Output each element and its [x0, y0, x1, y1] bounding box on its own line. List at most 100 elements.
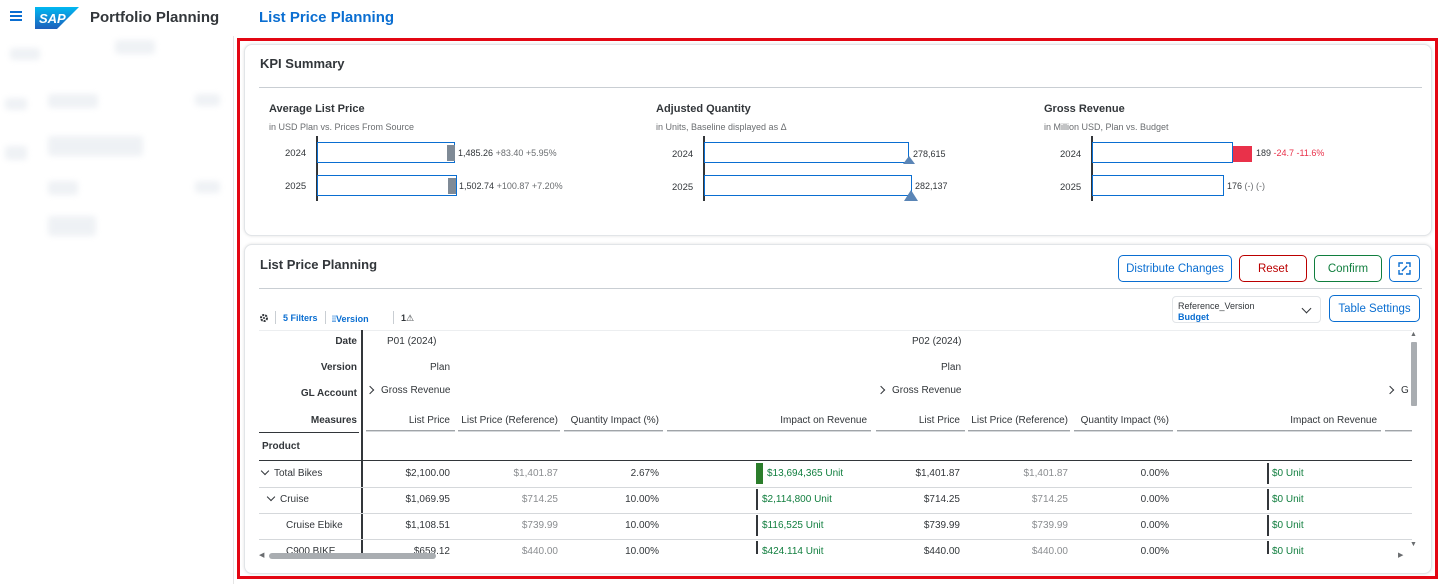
reset-button[interactable]: Reset	[1239, 255, 1307, 282]
period-version: Plan	[941, 362, 962, 373]
cell-impact-on-revenue: $13,694,365 Unit	[767, 468, 844, 479]
measure-header-list-price-reference[interactable]: List Price (Reference)	[461, 415, 558, 426]
baseline-triangle-icon	[903, 156, 915, 164]
gl-account-gross-revenue[interactable]: G	[1385, 385, 1409, 396]
cell-list-price[interactable]: $2,100.00	[405, 468, 451, 479]
impact-bar	[756, 541, 758, 554]
period-date: P01 (2024)	[387, 336, 437, 347]
period-date: P02 (2024)	[912, 336, 962, 347]
settings-icon[interactable]	[259, 313, 269, 323]
cell-quantity-impact[interactable]: 0.00%	[1140, 468, 1169, 479]
kpi-year-label: 2025	[285, 181, 307, 192]
product-cruise-ebike[interactable]: Cruise Ebike	[286, 520, 343, 531]
kpi-negative-variance	[1233, 146, 1252, 162]
kpi-adjusted-quantity[interactable]: Adjusted Quantity in Units, Baseline dis…	[656, 103, 1016, 213]
gl-account-gross-revenue[interactable]: Gross Revenue	[876, 385, 961, 396]
kpi-year-label: 2024	[672, 149, 694, 160]
kpi-axis	[1091, 136, 1093, 201]
row-header-gl-account: GL Account	[300, 388, 357, 399]
reference-version-select[interactable]: Reference_Version Budget	[1172, 296, 1321, 323]
shell-bar: SAP Portfolio Planning List Price Planni…	[0, 0, 1440, 36]
sap-logo[interactable]: SAP	[35, 7, 79, 29]
cell-quantity-impact[interactable]: 0.00%	[1140, 494, 1169, 505]
impact-bar	[1267, 489, 1269, 510]
select-value: Budget	[1178, 312, 1209, 322]
cell-list-price-reference: $714.25	[521, 494, 558, 505]
scroll-down-arrow[interactable]: ▼	[1410, 541, 1417, 548]
cell-list-price-reference: $440.00	[521, 546, 558, 554]
kpi-name: Adjusted Quantity	[656, 103, 751, 115]
cell-quantity-impact[interactable]: 2.67%	[630, 468, 659, 479]
kpi-bar-2024	[1092, 142, 1233, 163]
app-title[interactable]: Portfolio Planning	[90, 9, 220, 26]
cell-list-price[interactable]: $714.25	[923, 494, 960, 505]
kpi-axis	[316, 136, 318, 201]
cell-quantity-impact[interactable]: 10.00%	[625, 546, 659, 554]
cell-list-price-reference: $739.99	[1031, 520, 1068, 531]
cell-quantity-impact[interactable]: 0.00%	[1140, 520, 1169, 531]
svg-text:SAP: SAP	[39, 11, 66, 26]
cell-list-price[interactable]: $440.00	[923, 546, 960, 554]
fullscreen-button[interactable]	[1389, 255, 1420, 282]
product-total-bikes[interactable]: Total Bikes	[260, 466, 322, 479]
cell-list-price-reference: $440.00	[1031, 546, 1068, 554]
measure-header-list-price[interactable]: List Price	[408, 415, 450, 426]
kpi-gross-revenue[interactable]: Gross Revenue in Million USD, Plan vs. B…	[1044, 103, 1404, 213]
planning-table[interactable]: Date Version GL Account Measures Product…	[259, 330, 1412, 554]
kpi-axis	[703, 136, 705, 201]
measure-header-quantity-impact[interactable]: Quantity Impact (%)	[1080, 415, 1169, 426]
measure-header-quantity-impact[interactable]: Quantity Impact (%)	[570, 415, 659, 426]
measure-header-impact-on-revenue[interactable]: Impact on Revenue	[780, 415, 867, 426]
cell-list-price[interactable]: $659.12	[413, 546, 450, 554]
cell-quantity-impact[interactable]: 10.00%	[625, 494, 659, 505]
impact-bar	[756, 515, 758, 536]
scroll-right-arrow[interactable]: ▶	[1398, 552, 1404, 559]
row-header-version: Version	[320, 362, 357, 373]
cell-quantity-impact[interactable]: 10.00%	[625, 520, 659, 531]
measure-header-impact-on-revenue[interactable]: Impact on Revenue	[1290, 415, 1377, 426]
kpi-subtitle: in Million USD, Plan vs. Budget	[1044, 122, 1169, 132]
table-settings-button[interactable]: Table Settings	[1329, 295, 1420, 322]
cell-list-price[interactable]: $1,401.87	[915, 468, 961, 479]
cell-quantity-impact[interactable]: 0.00%	[1140, 546, 1169, 554]
row-header-product: Product	[262, 441, 300, 452]
cell-list-price[interactable]: $1,069.95	[405, 494, 451, 505]
cell-impact-on-revenue: $0 Unit	[1272, 546, 1304, 554]
kpi-value-2024: 1,485.26 +83.40 +5.95%	[458, 148, 557, 158]
cell-list-price[interactable]: $1,108.51	[405, 520, 451, 531]
product-c900-bike[interactable]: C900 BIKE	[286, 546, 336, 554]
product-cruise[interactable]: Cruise	[266, 492, 309, 505]
cell-list-price-reference: $714.25	[1031, 494, 1068, 505]
warnings-indicator[interactable]: 1⚠	[401, 313, 415, 323]
expand-icon	[1398, 262, 1411, 275]
gl-account-gross-revenue[interactable]: Gross Revenue	[365, 385, 450, 396]
kpi-value-2025: 1,502.74 +100.87 +7.20%	[459, 181, 563, 191]
kpi-average-list-price[interactable]: Average List Price in USD Plan vs. Price…	[269, 103, 629, 213]
menu-icon[interactable]	[10, 11, 22, 21]
filters-link[interactable]: 5 Filters	[283, 313, 318, 323]
kpi-name: Average List Price	[269, 103, 365, 115]
cell-list-price[interactable]: $739.99	[923, 520, 960, 531]
kpi-value-2024: 189 -24.7 -11.6%	[1256, 148, 1325, 158]
measure-header-list-price-reference[interactable]: List Price (Reference)	[971, 415, 1068, 426]
scroll-left-arrow[interactable]: ◀	[259, 552, 265, 559]
cell-impact-on-revenue: $424,114 Unit	[762, 546, 824, 554]
kpi-bar-2025	[1092, 175, 1224, 196]
period-version: Plan	[430, 362, 451, 373]
kpi-name: Gross Revenue	[1044, 103, 1125, 115]
kpi-summary-title: KPI Summary	[260, 56, 345, 71]
kpi-subtitle: in Units, Baseline displayed as Δ	[656, 122, 787, 132]
confirm-button[interactable]: Confirm	[1314, 255, 1382, 282]
horizontal-scrollbar[interactable]	[269, 553, 436, 559]
measure-header-list-price[interactable]: List Price	[918, 415, 960, 426]
impact-bar	[1267, 541, 1269, 554]
scroll-up-arrow[interactable]: ▲	[1410, 331, 1417, 338]
row-header-date: Date	[335, 336, 357, 347]
vertical-scrollbar[interactable]	[1411, 342, 1417, 406]
kpi-year-label: 2024	[285, 148, 307, 159]
select-label: Reference_Version	[1178, 301, 1255, 311]
version-link[interactable]: ⦙⦙Version	[332, 314, 369, 324]
distribute-changes-button[interactable]: Distribute Changes	[1118, 255, 1232, 282]
kpi-year-label: 2025	[672, 182, 694, 193]
cell-impact-on-revenue: $2,114,800 Unit	[762, 494, 832, 505]
